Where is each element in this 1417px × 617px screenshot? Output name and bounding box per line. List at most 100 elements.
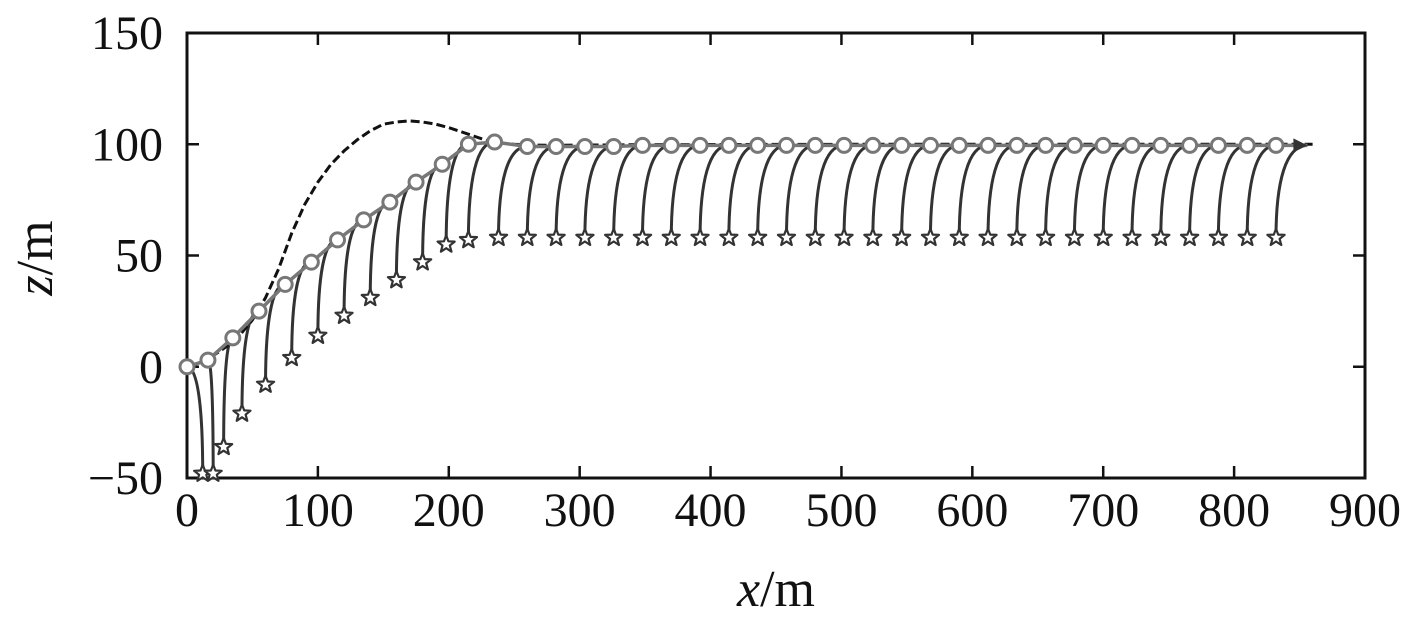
trajectory-circle-marker — [547, 137, 565, 155]
star-marker — [1007, 227, 1027, 247]
star-marker — [1122, 227, 1142, 247]
y-tick-label: 150 — [91, 7, 163, 60]
connector-line — [222, 336, 234, 447]
connector-line — [368, 200, 391, 298]
trajectory-circle-marker — [381, 193, 399, 211]
star-marker — [1237, 227, 1257, 247]
connector-line — [1216, 143, 1248, 238]
connector-line — [669, 143, 701, 238]
star-marker — [282, 347, 302, 367]
connector-line — [1101, 143, 1133, 238]
connector-line — [900, 143, 931, 238]
connector-line — [640, 143, 672, 238]
star-marker — [575, 227, 595, 247]
trajectory-circle-marker — [407, 173, 425, 191]
star-marker — [863, 227, 883, 247]
connector-line — [186, 365, 205, 474]
connector-line — [1130, 143, 1162, 238]
star-marker — [834, 227, 854, 247]
star-marker — [748, 227, 768, 247]
marker-layer — [178, 133, 1308, 482]
trajectory-circle-marker — [806, 136, 824, 154]
star-marker — [1151, 227, 1171, 247]
trajectory-circle-marker — [276, 275, 294, 293]
star-marker — [308, 325, 328, 344]
star-marker — [214, 436, 234, 456]
star-marker — [920, 227, 941, 247]
x-tick-label: 300 — [544, 484, 616, 537]
connector-line — [813, 143, 845, 238]
trajectory-circle-marker — [1065, 136, 1083, 154]
series-layer — [186, 119, 1313, 474]
trajectory-circle-marker — [459, 135, 477, 153]
plot-frame — [185, 31, 1367, 480]
trajectory-circle-marker — [1037, 136, 1055, 154]
x-tick-label: 900 — [1329, 484, 1401, 537]
trajectory-circle-marker — [605, 137, 623, 155]
connector-line — [583, 144, 614, 238]
star-marker — [1266, 227, 1286, 247]
star-marker — [949, 227, 969, 247]
star-marker — [488, 227, 509, 247]
trajectory-circle-marker — [224, 329, 242, 347]
x-tick-label: 800 — [1198, 484, 1270, 537]
trajectory-circle-marker — [1094, 136, 1112, 154]
trajectory-circle-marker — [1181, 136, 1199, 154]
y-tick-label: 50 — [115, 230, 163, 283]
star-marker — [334, 305, 354, 324]
connector-line — [1188, 143, 1219, 238]
trajectory-circle-marker — [950, 136, 968, 154]
trajectory-arrowhead — [1293, 138, 1308, 153]
trajectory-circle-marker — [1267, 136, 1285, 154]
connector-line — [756, 143, 787, 238]
x-axis-label: x/m — [736, 561, 815, 617]
trajectory-circle-marker — [576, 137, 594, 155]
star-marker — [776, 227, 797, 247]
y-tick-label: 100 — [91, 118, 163, 171]
star-marker — [1064, 227, 1085, 247]
x-tick-label: 200 — [413, 484, 485, 537]
star-marker — [604, 227, 624, 247]
star-marker — [1036, 227, 1056, 247]
star-marker — [1208, 227, 1229, 247]
star-marker — [360, 287, 380, 307]
trajectory-circle-marker — [199, 351, 217, 369]
trajectory-circle-marker — [777, 136, 795, 154]
trajectory-circle-marker — [178, 358, 196, 376]
connector-line — [957, 143, 989, 238]
star-marker — [1179, 227, 1200, 247]
trajectory-line — [186, 140, 1308, 369]
star-marker — [232, 403, 252, 422]
trajectory-circle-marker — [486, 133, 504, 151]
trajectory-circle-marker — [1123, 136, 1141, 154]
trajectory-circle-marker — [250, 302, 268, 320]
trajectory-circle-marker — [691, 136, 709, 154]
connector-line — [525, 144, 557, 238]
connector-line — [554, 144, 586, 238]
star-marker — [978, 227, 998, 247]
connector-line — [871, 143, 902, 238]
connector-line — [1044, 143, 1075, 238]
x-tick-label: 600 — [936, 484, 1008, 537]
trajectory-circle-marker — [720, 136, 738, 154]
connector-line — [727, 143, 758, 238]
star-marker — [436, 234, 456, 253]
y-tick-label: −50 — [88, 452, 163, 505]
star-marker — [805, 227, 825, 247]
x-tick-label: 500 — [805, 484, 877, 537]
x-tick-label: 0 — [175, 484, 199, 537]
star-marker — [719, 227, 739, 247]
star-marker — [661, 227, 681, 247]
trajectory-circle-marker — [302, 253, 320, 271]
star-marker — [255, 374, 276, 393]
connector-line — [842, 143, 874, 238]
trajectory-circle-marker — [1209, 136, 1227, 154]
star-marker — [203, 463, 223, 482]
y-tick-label: 0 — [139, 341, 163, 394]
connector-line — [784, 143, 816, 238]
star-marker — [386, 269, 407, 289]
connector-line — [1072, 143, 1104, 238]
connector-line — [1015, 143, 1046, 238]
